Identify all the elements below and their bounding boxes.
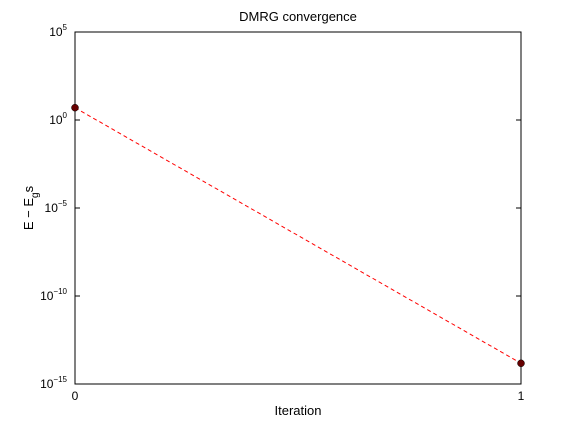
y-tick-label-exponent: −5: [58, 199, 68, 208]
y-tick-label-base: 10: [40, 377, 54, 391]
chart-title: DMRG convergence: [239, 9, 357, 24]
y-tick-label-exponent: −10: [53, 287, 67, 296]
y-tick-label: 10−15: [40, 375, 67, 391]
data-point: [517, 359, 525, 368]
y-tick-label-base: 10: [40, 289, 54, 303]
y-tick-label: 100: [49, 111, 67, 127]
y-tick-label-exponent: 5: [63, 23, 68, 32]
y-tick-label: 10−5: [45, 199, 68, 215]
y-axis-label-suffix: s: [21, 185, 36, 192]
x-tick-label: 1: [518, 389, 525, 403]
x-tick-label: 0: [72, 389, 79, 403]
y-axis-label-subscript: g: [30, 192, 41, 198]
x-axis-label: Iteration: [275, 403, 322, 418]
y-tick-label-exponent: −15: [53, 375, 67, 384]
y-tick-label: 105: [49, 23, 67, 39]
y-tick-label-base: 10: [45, 201, 59, 215]
data-point: [71, 103, 79, 112]
series-layer: [71, 103, 525, 368]
series-line: [74, 107, 522, 364]
y-axis-label-main: E − E: [21, 198, 36, 230]
y-tick-label-base: 10: [49, 25, 63, 39]
plot-frame: [74, 31, 522, 385]
y-axis-label: E − Egs: [21, 185, 41, 230]
y-tick-label: 10−10: [40, 287, 67, 303]
y-tick-label-base: 10: [49, 113, 63, 127]
y-tick-label-exponent: 0: [63, 111, 68, 120]
